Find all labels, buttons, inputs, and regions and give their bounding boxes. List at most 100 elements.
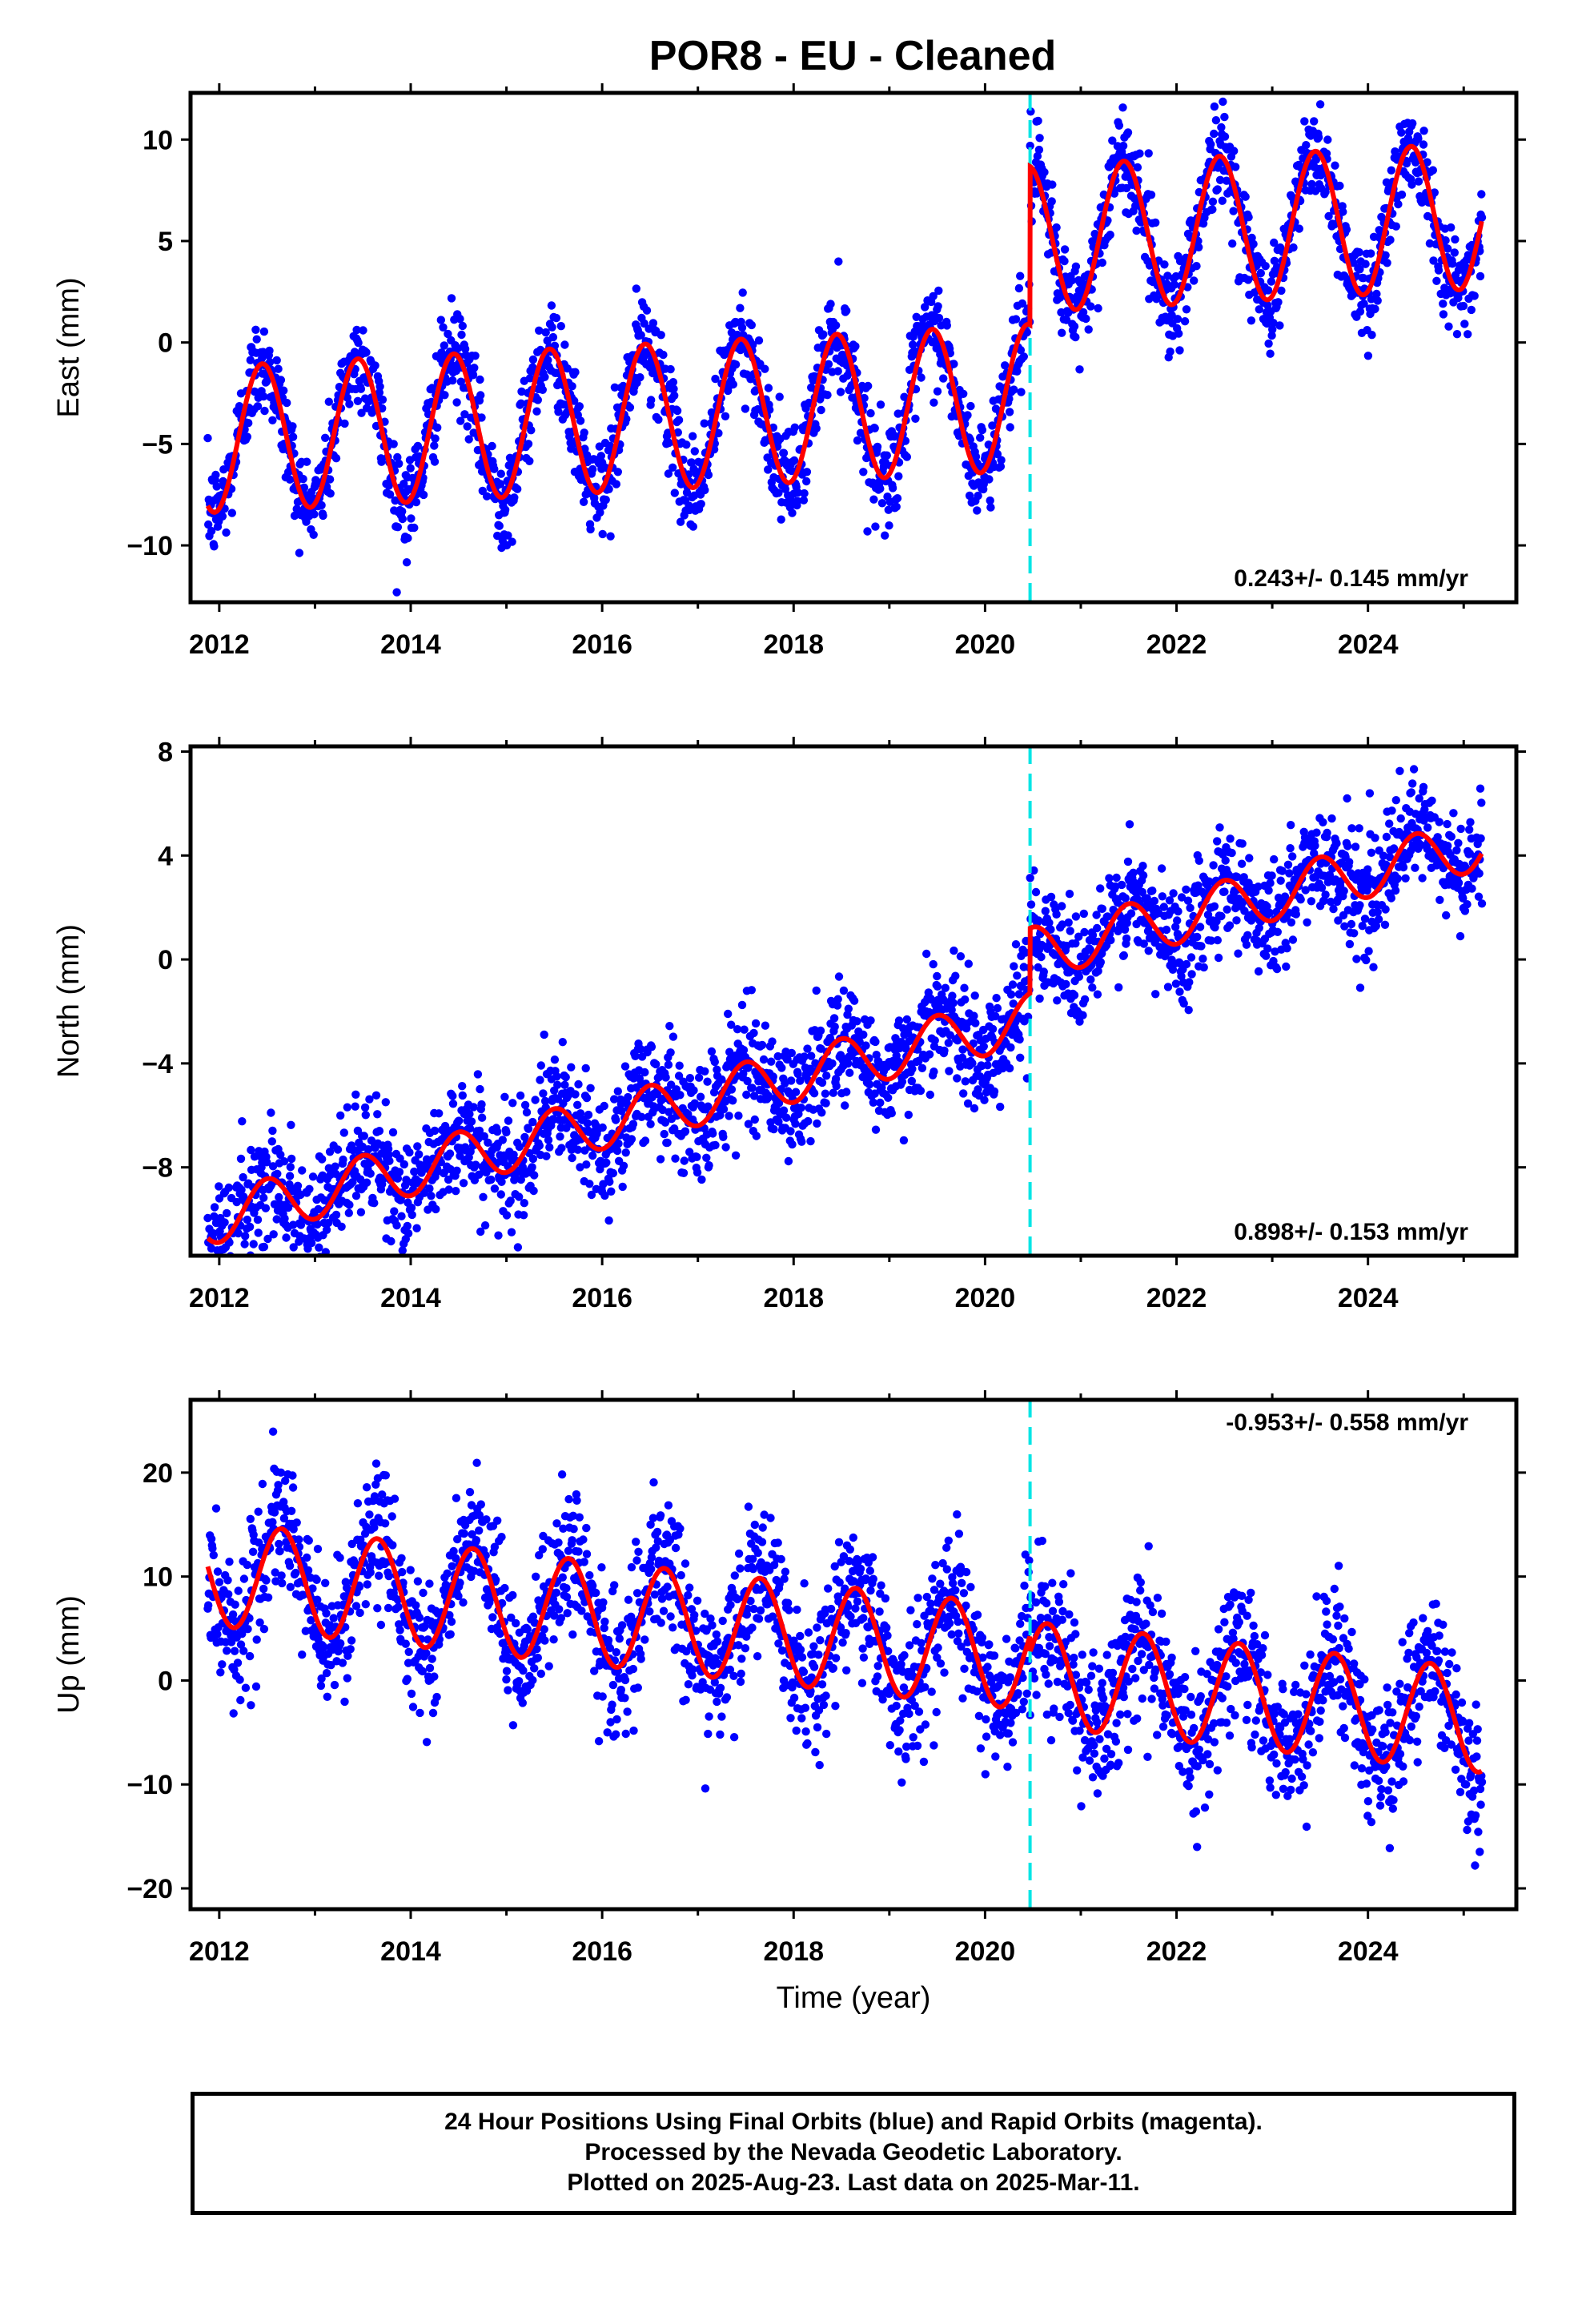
data-point <box>917 373 926 382</box>
data-point <box>1477 899 1487 908</box>
data-point <box>540 1096 550 1106</box>
data-point <box>1365 789 1375 798</box>
data-point <box>1071 912 1081 921</box>
data-point <box>829 1014 839 1023</box>
data-point <box>476 375 484 384</box>
data-point <box>1221 856 1230 865</box>
data-point <box>750 1115 759 1124</box>
data-point <box>711 374 720 384</box>
data-point <box>950 946 958 955</box>
data-point <box>787 466 796 476</box>
data-point <box>403 1221 412 1231</box>
data-point <box>1331 161 1339 170</box>
data-point <box>783 1055 792 1064</box>
data-point <box>834 972 844 981</box>
data-point <box>871 1037 880 1047</box>
data-point <box>428 384 436 392</box>
data-point <box>223 1647 231 1655</box>
data-point <box>377 457 386 466</box>
data-point <box>583 1119 592 1128</box>
data-point <box>1373 296 1382 305</box>
x-tick-label: 2018 <box>763 629 824 660</box>
data-point <box>455 1116 464 1125</box>
data-point <box>904 1110 913 1120</box>
data-point <box>713 1065 721 1074</box>
data-point <box>979 1042 989 1051</box>
data-point <box>1111 882 1120 891</box>
data-point <box>693 1168 702 1177</box>
data-point <box>993 1003 1002 1013</box>
data-point <box>769 1072 777 1081</box>
data-point <box>408 1210 416 1220</box>
data-point <box>670 489 679 497</box>
data-point <box>430 457 440 466</box>
data-point <box>273 1169 282 1179</box>
data-point <box>1213 935 1223 945</box>
data-point <box>675 1061 684 1070</box>
data-point <box>829 1088 838 1097</box>
data-point <box>1197 942 1206 951</box>
data-point <box>1192 262 1201 271</box>
data-point <box>1219 97 1227 107</box>
data-point <box>568 382 576 391</box>
y-tick-label: −8 <box>142 1153 173 1184</box>
data-point <box>741 404 750 413</box>
data-point <box>1263 286 1273 295</box>
data-point <box>902 452 912 461</box>
data-point <box>1062 979 1070 989</box>
data-point <box>259 327 269 336</box>
data-point <box>331 1210 341 1220</box>
data-point <box>268 1162 278 1171</box>
data-point <box>1034 116 1042 126</box>
data-point <box>550 1055 560 1064</box>
data-point <box>561 1072 570 1082</box>
data-point <box>243 1215 251 1224</box>
data-point <box>412 1224 421 1232</box>
data-point <box>1339 887 1348 895</box>
data-point <box>425 1184 434 1193</box>
data-point <box>576 1163 584 1172</box>
data-point <box>1132 226 1141 235</box>
data-point <box>472 1160 480 1169</box>
data-point <box>1093 990 1102 999</box>
data-point <box>1133 163 1142 172</box>
data-point <box>570 396 579 405</box>
data-point <box>757 1040 767 1050</box>
data-point <box>738 288 747 297</box>
data-point <box>871 522 880 531</box>
data-point <box>727 1085 737 1094</box>
data-point <box>388 1128 398 1137</box>
data-point <box>249 1240 258 1248</box>
data-point <box>1207 936 1216 945</box>
data-point <box>516 1091 525 1100</box>
data-point <box>299 474 307 484</box>
data-point <box>1477 798 1486 807</box>
data-point <box>360 1103 370 1112</box>
data-point <box>1220 132 1230 141</box>
data-point <box>1452 846 1461 855</box>
data-point <box>1397 128 1406 137</box>
x-tick-label: 2024 <box>1338 629 1399 660</box>
data-point <box>786 1127 795 1136</box>
data-point <box>308 1172 318 1181</box>
data-point <box>212 482 221 491</box>
data-point <box>528 1163 536 1172</box>
data-point <box>571 368 580 376</box>
data-point <box>916 1086 926 1096</box>
data-point <box>343 393 351 402</box>
data-point <box>504 531 512 540</box>
data-point <box>1223 905 1231 914</box>
data-point <box>246 356 255 364</box>
data-point <box>465 1109 474 1119</box>
data-point <box>1355 247 1363 257</box>
data-point <box>1114 121 1124 130</box>
data-point <box>617 1107 626 1116</box>
data-point <box>1098 258 1107 267</box>
plot-frame <box>188 744 1519 1258</box>
data-point <box>610 1095 619 1104</box>
data-point <box>1190 276 1199 285</box>
data-point <box>1159 903 1169 911</box>
data-point <box>1175 987 1184 996</box>
data-point <box>1272 964 1282 974</box>
